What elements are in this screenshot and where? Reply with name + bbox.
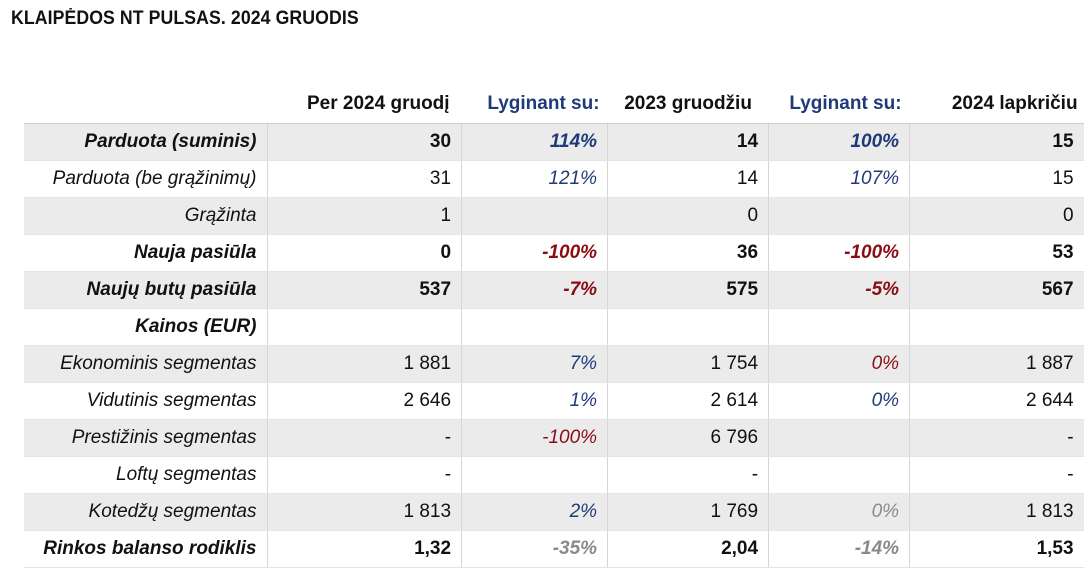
- change-vs-year: [461, 308, 609, 346]
- value-month-ago: 0: [909, 197, 1084, 235]
- change-vs-year: [461, 456, 609, 494]
- change-vs-month: 0%: [768, 345, 911, 383]
- table-row: Ekonominis segmentas 1 881 7% 1 754 0% 1 887: [24, 345, 1084, 383]
- value-current: 1 813: [267, 493, 463, 531]
- row-label: Parduota (be grąžinimų): [24, 160, 268, 198]
- row-label: Kainos (EUR): [24, 308, 268, 346]
- header-compare-1: Lyginant su:: [461, 85, 608, 124]
- value-year-ago: 1 754: [607, 345, 770, 383]
- value-month-ago: 567: [909, 271, 1084, 309]
- change-vs-year: [461, 197, 609, 235]
- change-vs-year: -100%: [461, 234, 609, 272]
- table-row: Prestižinis segmentas - -100% 6 796-: [24, 419, 1084, 457]
- row-label: Grąžinta: [24, 197, 268, 235]
- value-month-ago: 2 644: [909, 382, 1084, 420]
- value-month-ago: 15: [909, 123, 1084, 161]
- value-current: 537: [267, 271, 463, 309]
- value-current: 30: [267, 123, 463, 161]
- value-year-ago: 2,04: [607, 530, 770, 568]
- change-vs-year: 114%: [461, 123, 609, 161]
- change-vs-year: -100%: [461, 419, 609, 457]
- value-year-ago: 6 796: [607, 419, 770, 457]
- value-year-ago: 14: [607, 123, 770, 161]
- table-row: Rinkos balanso rodiklis 1,32 -35% 2,04 -14% 1…: [24, 530, 1084, 568]
- change-vs-year: 2%: [461, 493, 609, 531]
- table-header-row: Per 2024 gruodį Lyginant su: 2023 gruodž…: [24, 85, 1084, 124]
- value-current: 1: [267, 197, 463, 235]
- value-year-ago: 2 614: [607, 382, 770, 420]
- value-year-ago: 36: [607, 234, 770, 272]
- table-row: Kainos (EUR): [24, 308, 1084, 346]
- report-title: KLAIPĖDOS NT PULSAS. 2024 GRUODIS: [11, 8, 359, 29]
- change-vs-month: [768, 456, 911, 494]
- table-row: Grąžinta 1 0 0: [24, 197, 1084, 235]
- change-vs-month: 0%: [768, 382, 911, 420]
- value-year-ago: 1 769: [607, 493, 770, 531]
- change-vs-year: 7%: [461, 345, 609, 383]
- row-label: Parduota (suminis): [24, 123, 268, 161]
- change-vs-month: [768, 197, 911, 235]
- table-row: Vidutinis segmentas 2 646 1% 2 614 0% 2 644: [24, 382, 1084, 420]
- change-vs-year: -7%: [461, 271, 609, 309]
- change-vs-year: 1%: [461, 382, 609, 420]
- row-label: Naujų butų pasiūla: [24, 271, 268, 309]
- change-vs-month: 0%: [768, 493, 911, 531]
- value-month-ago: 1 887: [909, 345, 1084, 383]
- row-label: Rinkos balanso rodiklis: [24, 530, 268, 568]
- row-label: Vidutinis segmentas: [24, 382, 268, 420]
- header-month-ago: 2024 lapkričiu: [909, 85, 1084, 124]
- change-vs-year: -35%: [461, 530, 609, 568]
- value-current: -: [267, 456, 463, 494]
- change-vs-month: -5%: [768, 271, 911, 309]
- table-row: Naujų butų pasiūla 537 -7% 575 -5% 567: [24, 271, 1084, 309]
- value-current: 0: [267, 234, 463, 272]
- value-month-ago: -: [909, 456, 1084, 494]
- value-year-ago: 14: [607, 160, 770, 198]
- value-month-ago: [909, 308, 1084, 346]
- row-label: Loftų segmentas: [24, 456, 268, 494]
- value-year-ago: -: [607, 456, 770, 494]
- header-empty: [24, 85, 267, 124]
- value-current: 2 646: [267, 382, 463, 420]
- value-month-ago: -: [909, 419, 1084, 457]
- change-vs-month: 100%: [768, 123, 911, 161]
- table-row: Parduota (suminis) 30 114% 14 100% 15: [24, 123, 1084, 161]
- change-vs-month: -14%: [768, 530, 911, 568]
- value-current: -: [267, 419, 463, 457]
- value-year-ago: 0: [607, 197, 770, 235]
- row-label: Nauja pasiūla: [24, 234, 268, 272]
- table-row: Parduota (be grąžinimų) 31 121% 14 107% 15: [24, 160, 1084, 198]
- value-current: 1 881: [267, 345, 463, 383]
- value-month-ago: 1 813: [909, 493, 1084, 531]
- value-month-ago: 15: [909, 160, 1084, 198]
- value-year-ago: 575: [607, 271, 770, 309]
- value-current: [267, 308, 463, 346]
- change-vs-month: 107%: [768, 160, 911, 198]
- change-vs-year: 121%: [461, 160, 609, 198]
- value-month-ago: 53: [909, 234, 1084, 272]
- value-current: 31: [267, 160, 463, 198]
- table-row: Nauja pasiūla 0 -100% 36 -100% 53: [24, 234, 1084, 272]
- change-vs-month: [768, 419, 911, 457]
- value-month-ago: 1,53: [909, 530, 1084, 568]
- row-label: Ekonominis segmentas: [24, 345, 268, 383]
- change-vs-month: -100%: [768, 234, 911, 272]
- row-label: Kotedžų segmentas: [24, 493, 268, 531]
- header-compare-2: Lyginant su:: [768, 85, 910, 124]
- nt-pulse-table: Per 2024 gruodį Lyginant su: 2023 gruodž…: [24, 85, 1084, 568]
- table-row: Kotedžų segmentas 1 813 2% 1 769 0% 1 813: [24, 493, 1084, 531]
- table-row: Loftų segmentas - - -: [24, 456, 1084, 494]
- header-year-ago: 2023 gruodžiu: [607, 85, 769, 124]
- change-vs-month: [768, 308, 911, 346]
- value-current: 1,32: [267, 530, 463, 568]
- value-year-ago: [607, 308, 770, 346]
- header-current-period: Per 2024 gruodį: [267, 85, 462, 124]
- row-label: Prestižinis segmentas: [24, 419, 268, 457]
